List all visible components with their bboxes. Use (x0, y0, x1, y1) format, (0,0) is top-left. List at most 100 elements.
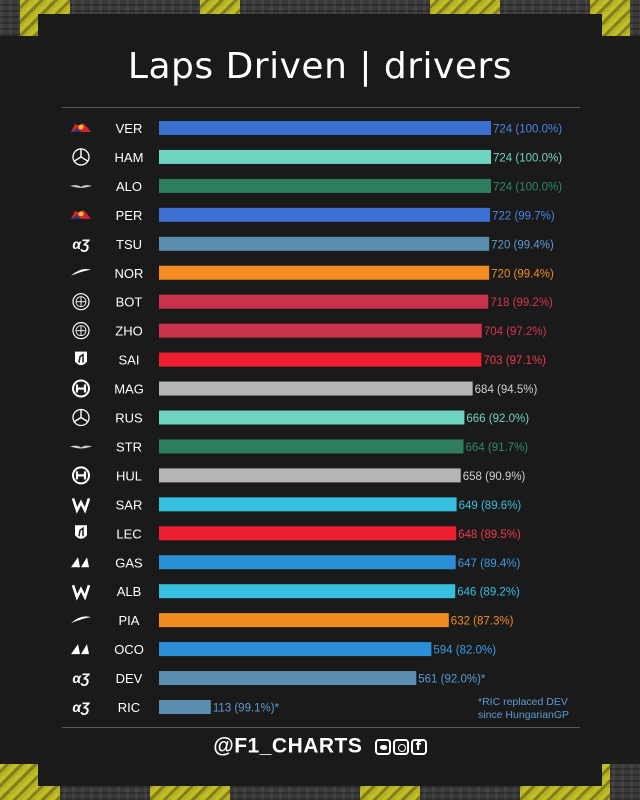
instagram-icon[interactable] (392, 738, 409, 755)
data-label: 647 (89.4%) (458, 558, 521, 570)
driver-code-label: NOR (115, 266, 144, 281)
bar (159, 671, 417, 686)
driver-code-label: LEC (116, 526, 141, 541)
bar (159, 381, 473, 396)
driver-code-label: TSU (116, 237, 142, 252)
footnote: *RIC replaced DEV since HungarianGP (478, 696, 570, 721)
bar (159, 410, 465, 425)
driver-row: αƷ RIC 113 (99.1%)* (72, 699, 279, 715)
driver-row: SAI 703 (97.1%) (75, 351, 546, 368)
driver-row: GAS 647 (89.4%) (71, 555, 521, 570)
williams-w-icon (71, 584, 91, 601)
bar (159, 236, 490, 251)
bar (159, 178, 491, 193)
data-label: 703 (97.1%) (483, 355, 546, 367)
alfa-romeo-badge-icon (72, 322, 90, 340)
mclaren-swoosh-icon (71, 269, 91, 276)
data-label: 704 (97.2%) (484, 326, 547, 338)
driver-row: ZHO 704 (97.2%) (72, 322, 547, 340)
driver-code-label: STR (116, 439, 142, 454)
driver-code-label: ALO (116, 179, 142, 194)
driver-code-label: HAM (115, 150, 144, 165)
chart-title: Laps Driven | drivers (127, 46, 513, 87)
bar (159, 294, 489, 309)
data-label: 658 (90.9%) (463, 471, 526, 483)
data-label: 684 (94.5%) (475, 384, 538, 396)
bar (159, 642, 432, 657)
driver-code-label: ZHO (115, 324, 142, 339)
driver-row: STR 664 (91.7%) (70, 439, 528, 454)
driver-row: BOT 718 (99.2%) (72, 293, 553, 311)
bar (159, 121, 491, 135)
bar (159, 149, 491, 164)
driver-code-label: RIC (118, 700, 140, 715)
driver-row: ALB 646 (89.2%) (71, 584, 520, 601)
svg-text:αƷ: αƷ (72, 670, 90, 686)
driver-code-label: GAS (115, 555, 143, 570)
driver-row: ALO 724 (100.0%) (70, 178, 562, 194)
twitter-icon[interactable] (374, 738, 391, 755)
mclaren-swoosh-icon (71, 616, 91, 624)
bar (159, 584, 456, 599)
driver-row: HAM 724 (100.0%) (72, 148, 562, 166)
driver-code-label: PER (116, 208, 143, 223)
data-label: 666 (92.0%) (466, 413, 529, 425)
aston-martin-wings-icon (70, 185, 92, 188)
alpine-logo-icon (71, 557, 89, 568)
twitter-handle[interactable]: @F1_CHARTS (213, 734, 363, 758)
driver-code-label: RUS (115, 411, 143, 426)
data-label: 724 (100.0%) (493, 124, 562, 136)
svg-text:αƷ: αƷ (72, 236, 90, 252)
driver-row: PIA 632 (87.3%) (71, 613, 514, 628)
data-label: 594 (82.0%) (433, 645, 496, 657)
data-label: 724 (100.0%) (493, 181, 562, 193)
social-icons (373, 734, 427, 758)
driver-code-label: VER (116, 121, 143, 136)
driver-row: VER 724 (100.0%) (71, 121, 562, 136)
driver-code-label: HUL (116, 468, 142, 483)
driver-code-label: ALB (117, 584, 142, 599)
ferrari-horse-icon (75, 351, 87, 366)
bar (159, 526, 457, 541)
driver-row: MAG 684 (94.5%) (72, 379, 538, 398)
driver-code-label: OCO (114, 642, 144, 657)
ferrari-horse-icon (75, 525, 87, 539)
driver-code-label: SAR (116, 497, 143, 512)
red-bull-logo-icon (71, 209, 91, 219)
driver-row: NOR 720 (99.4%) (71, 265, 554, 281)
chart-panel (38, 14, 602, 786)
title-divider (62, 107, 580, 108)
data-label: 561 (92.0%)* (418, 674, 486, 686)
alphatauri-logo-icon: αƷ (72, 236, 90, 252)
haas-logo-icon (72, 379, 90, 398)
mercedes-star-icon (72, 148, 90, 166)
red-bull-logo-icon (71, 123, 91, 132)
facebook-icon[interactable] (410, 738, 427, 755)
footer: @F1_CHARTS (0, 734, 640, 758)
bar (159, 323, 482, 338)
alphatauri-logo-icon: αƷ (72, 699, 90, 715)
driver-code-label: BOT (116, 295, 143, 310)
bar (159, 700, 211, 714)
bar (159, 207, 491, 222)
mercedes-star-icon (72, 408, 90, 427)
driver-row: LEC 648 (89.5%) (75, 525, 521, 541)
data-label: 718 (99.2%) (490, 297, 553, 309)
driver-row: OCO 594 (82.0%) (71, 642, 496, 657)
aston-martin-wings-icon (70, 445, 92, 449)
bar (159, 352, 482, 367)
data-label: 646 (89.2%) (457, 587, 520, 599)
haas-logo-icon (72, 466, 90, 485)
data-label: 720 (99.4%) (491, 239, 554, 251)
bar (159, 497, 457, 512)
data-label: 724 (100.0%) (493, 152, 562, 164)
driver-code-label: DEV (116, 671, 143, 686)
data-label: 722 (99.7%) (492, 210, 555, 222)
data-label: 664 (91.7%) (465, 442, 528, 454)
driver-code-label: SAI (119, 353, 140, 368)
driver-row: SAR 649 (89.6%) (71, 497, 521, 514)
bar (159, 439, 464, 454)
alpine-logo-icon (71, 644, 89, 655)
bar (159, 613, 449, 628)
